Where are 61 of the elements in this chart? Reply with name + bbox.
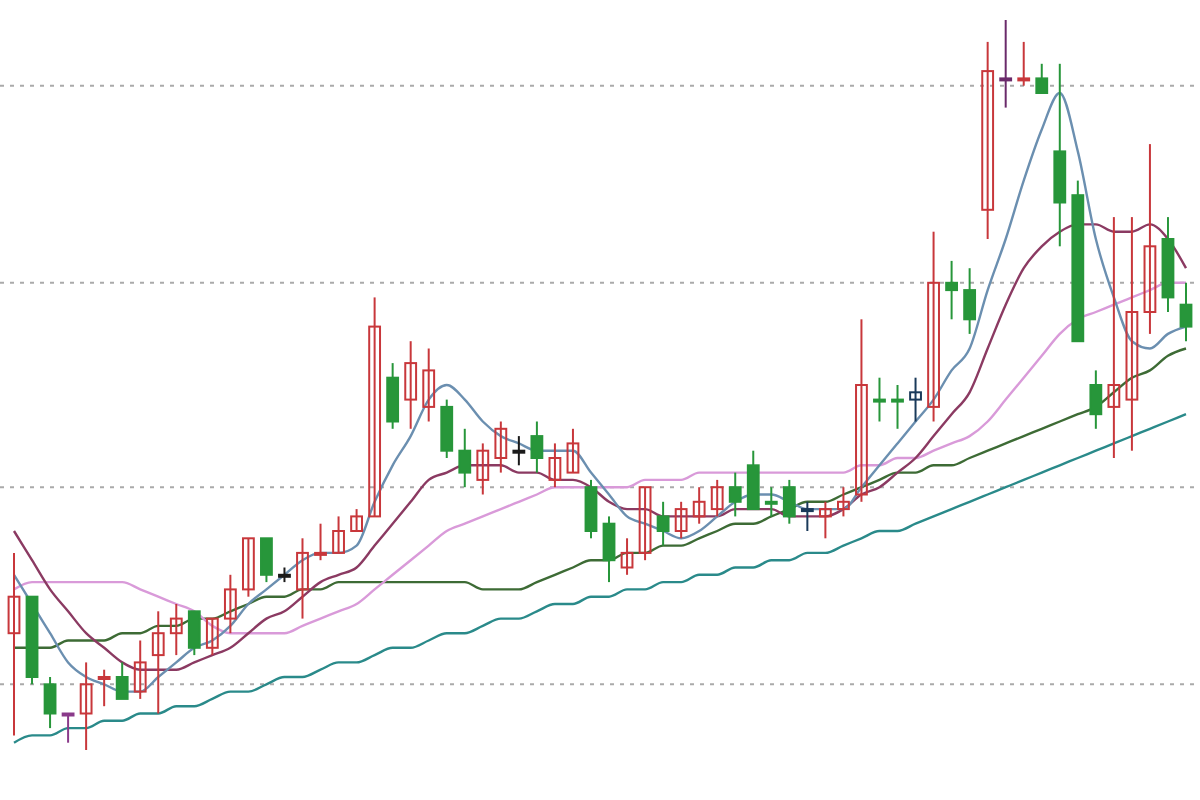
candlestick [818,500,832,540]
candlestick [764,486,778,518]
candlestick [187,610,201,657]
candlestick [61,712,75,744]
candlestick [314,522,327,562]
candlestick [260,537,273,584]
candlestick [422,347,436,423]
candlestick [368,296,382,518]
candlestick [79,661,93,751]
candlestick [223,573,237,635]
candlestick [241,537,255,598]
candlestick [746,449,760,511]
candlestick [981,40,995,240]
candlestick [909,376,922,423]
candlestick [1035,62,1049,94]
candlestick [855,318,868,503]
candlestick [602,515,616,584]
candlestick [674,500,688,540]
candlestick [169,603,183,657]
candlestick [476,442,490,496]
candlestick [620,537,634,576]
candlestick [782,478,796,525]
candlestick [151,610,165,715]
candlestick [1143,143,1157,335]
candlestick [566,427,580,474]
candlestick [494,420,508,474]
candlestick [458,427,472,489]
candlestick [927,230,940,423]
candlestick [873,376,886,423]
candlestick [115,661,129,700]
candlestick [800,500,814,532]
candlestick [584,478,598,540]
candlestick [512,435,526,467]
candlestick [1179,281,1193,343]
candlestick [710,478,724,518]
candlestick [963,267,977,335]
candlestick [97,668,111,708]
candlestick [1107,216,1121,459]
candlestick [440,398,454,459]
candlestick [638,486,652,562]
candlestick [1089,369,1103,430]
candlestick [728,471,742,518]
candlestick [548,442,562,489]
candlestick [350,508,363,532]
candlestick [7,551,21,737]
candlestick [133,639,147,700]
candlestick [999,19,1013,109]
candlestick [43,676,57,730]
candlestick [332,515,345,554]
candlestick [530,420,544,474]
candlestick [692,486,706,525]
candlestick [945,259,959,321]
candlestick [386,362,400,430]
candlestick [891,384,904,430]
candlestick [404,340,418,430]
candlestick [1017,40,1031,87]
candlestick [205,617,219,657]
candlestick [656,500,670,547]
candlestick [837,486,850,518]
candlestick [296,537,309,620]
candlestick [1125,216,1139,452]
